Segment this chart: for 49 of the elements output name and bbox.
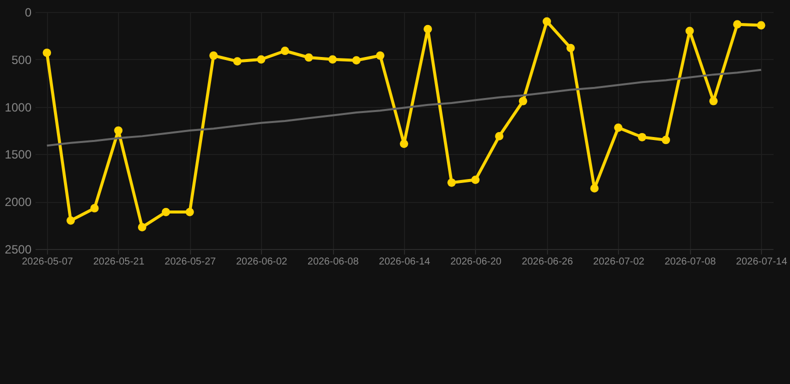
point	[662, 136, 670, 144]
y-tick-label: 1500	[4, 148, 32, 162]
point	[138, 223, 146, 232]
point	[495, 132, 504, 140]
x-tick-label: 2026-05-21	[93, 256, 145, 268]
x-tick-label: 2026-05-27	[164, 256, 216, 268]
point	[304, 53, 313, 62]
point	[280, 46, 290, 56]
x-tick-label: 2026-06-14	[378, 256, 431, 268]
point	[42, 48, 52, 57]
y-tick-label: 2500	[4, 242, 32, 256]
point	[447, 178, 456, 187]
point	[328, 55, 337, 64]
point	[233, 57, 242, 66]
x-tick-label: 2026-06-02	[236, 256, 288, 268]
point	[209, 51, 218, 60]
point	[376, 51, 384, 60]
y-tick-label: 2000	[4, 195, 32, 210]
line-series	[46, 68, 762, 147]
point	[685, 26, 694, 36]
point	[66, 216, 75, 225]
y-tick-label: 500	[11, 52, 32, 67]
point	[518, 96, 528, 106]
x-tick-label: 2026-06-20	[450, 256, 502, 268]
point	[709, 96, 718, 106]
point	[90, 204, 99, 212]
x-tick-label: 2026-06-26	[522, 256, 574, 268]
point	[162, 208, 170, 216]
y-tick-label: 0	[24, 6, 32, 20]
point	[614, 123, 622, 132]
point	[186, 208, 194, 216]
x-tick-label: 2026-06-08	[308, 256, 360, 268]
point	[638, 132, 646, 142]
x-tick-label: 2026-07-08	[664, 256, 716, 268]
point	[400, 140, 408, 148]
point	[542, 17, 552, 26]
x-tick-label: 2026-07-14	[736, 256, 788, 268]
point	[256, 55, 266, 64]
x-tick-label: 2026-05-07	[22, 256, 74, 268]
point	[424, 24, 432, 34]
point	[471, 176, 480, 184]
point	[756, 21, 766, 30]
point	[733, 20, 742, 28]
y-tick-label: 1000	[4, 100, 32, 114]
point	[114, 126, 123, 135]
point	[566, 44, 575, 52]
point	[352, 56, 361, 65]
x-tick-label: 2026-07-02	[593, 256, 645, 268]
point	[590, 184, 599, 193]
